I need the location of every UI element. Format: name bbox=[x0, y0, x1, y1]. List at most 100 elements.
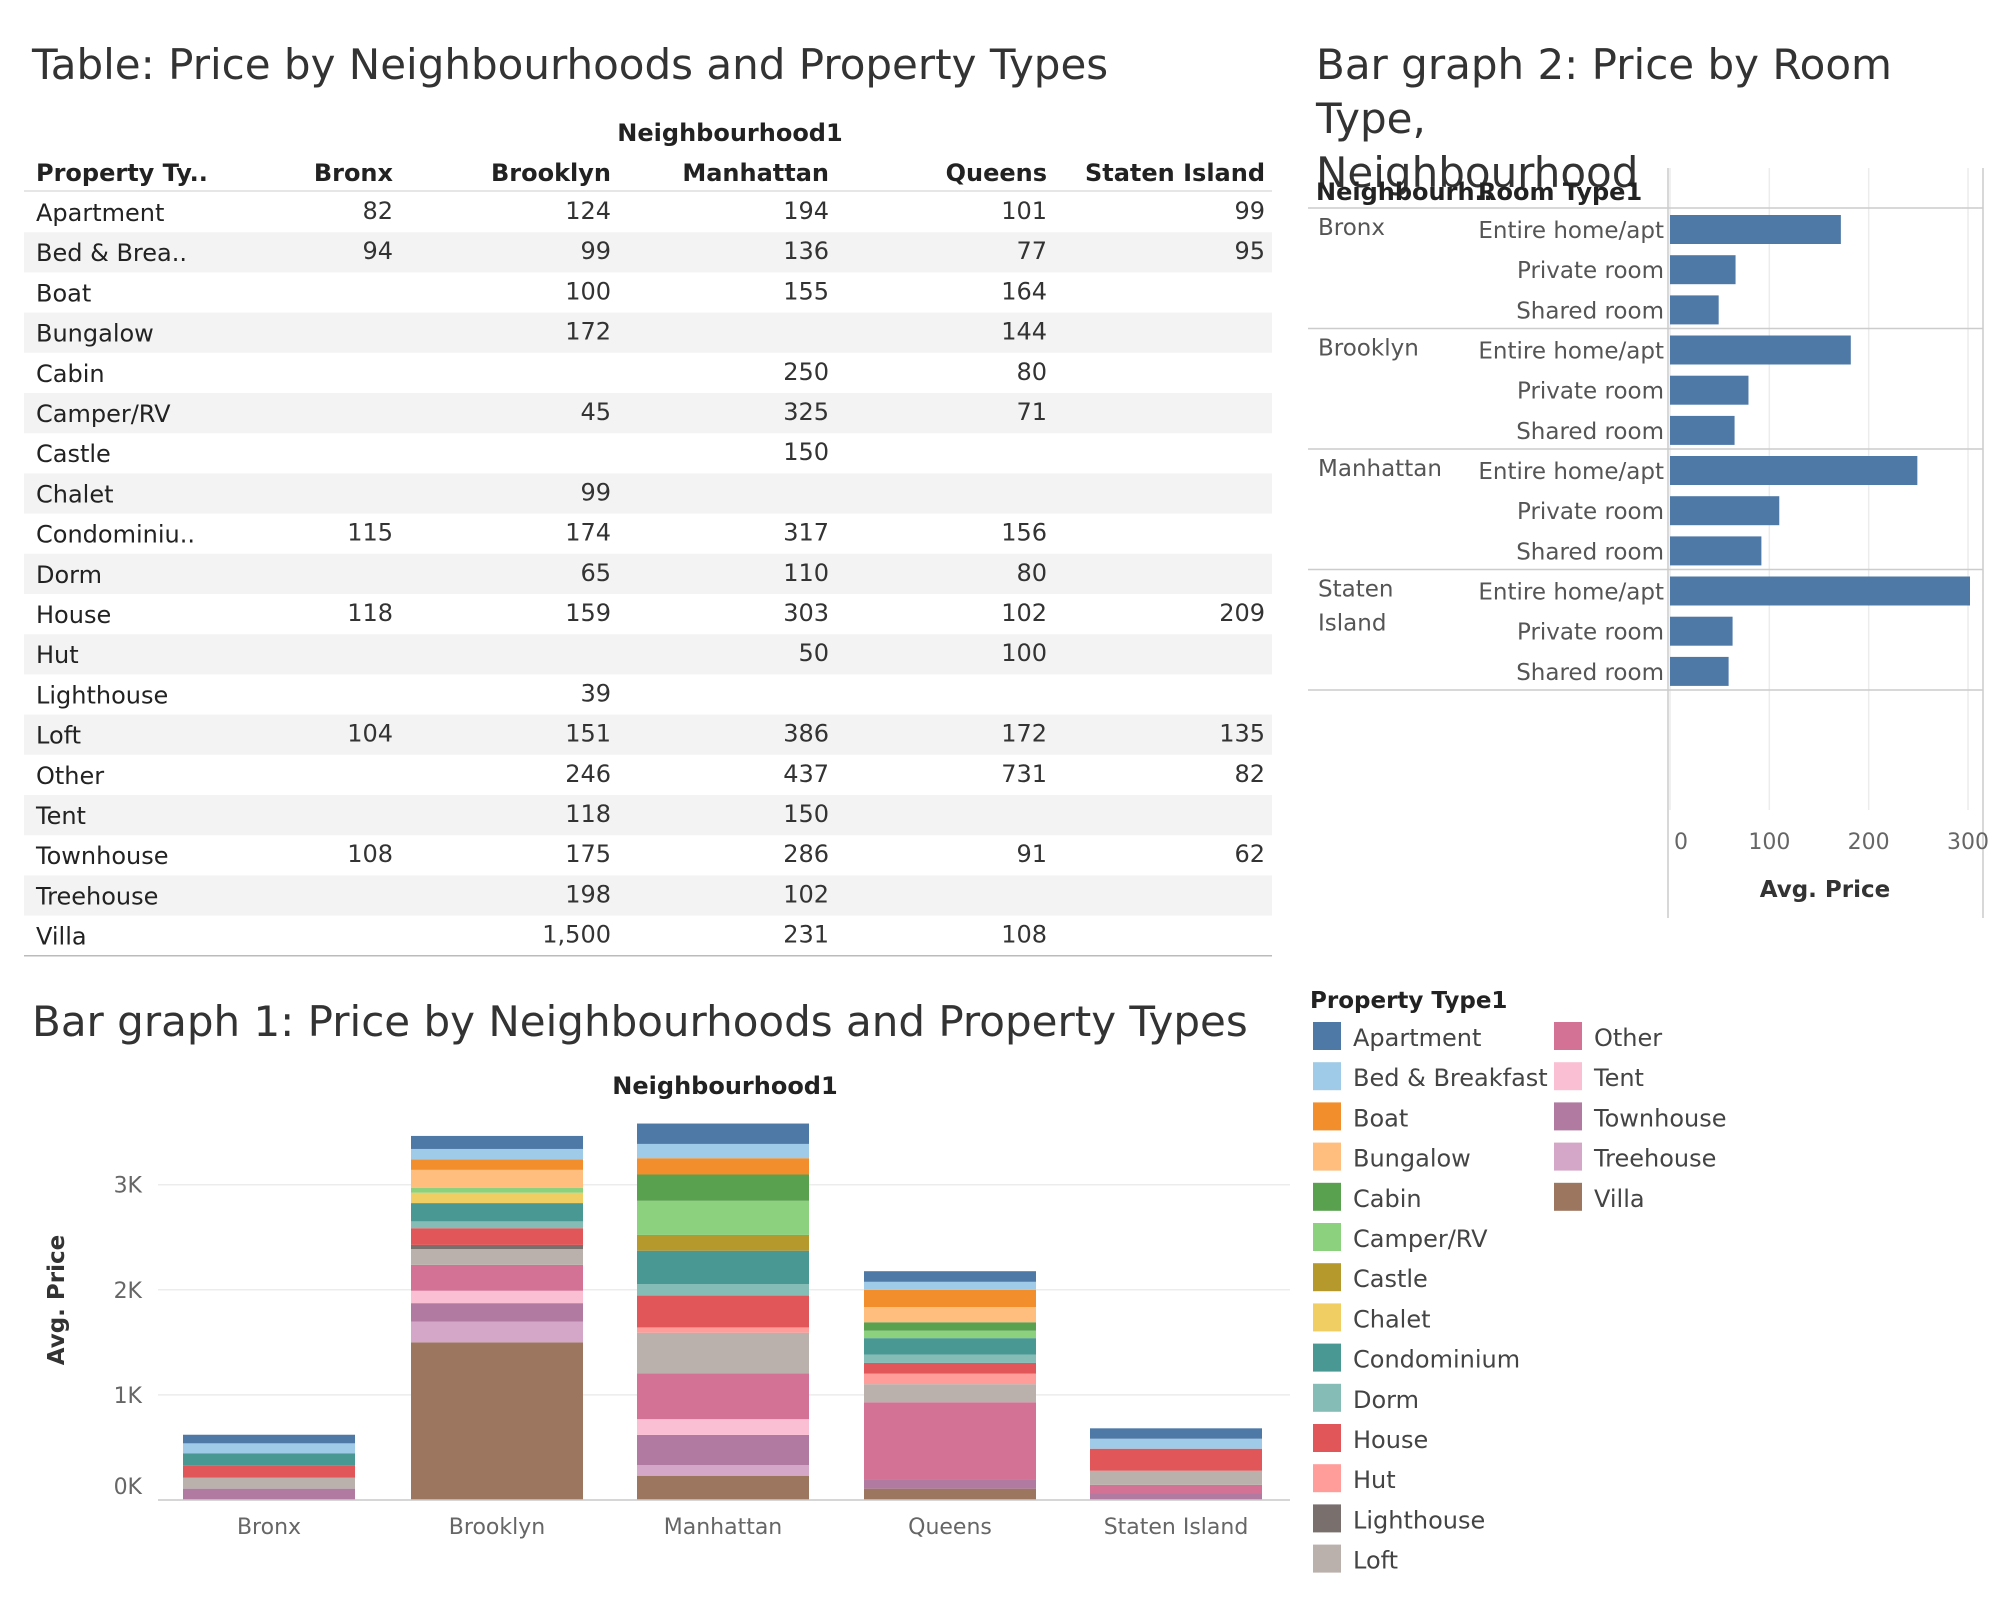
bar2-row-header-neighbourhood: Neighbourh.. bbox=[1316, 178, 1493, 206]
table-cell: 250 bbox=[783, 358, 829, 386]
table-cell: 317 bbox=[783, 519, 829, 547]
table-cell: 159 bbox=[565, 599, 611, 627]
bar1-segment bbox=[864, 1354, 1036, 1363]
legend-item-label: Cabin bbox=[1353, 1185, 1422, 1213]
room-type-bar-chart: Neighbourh..Room Type1 Bronx Entire home/a… bbox=[1308, 168, 1989, 918]
legend-swatch bbox=[1554, 1142, 1582, 1171]
bar1-segment bbox=[411, 1244, 583, 1250]
legend-swatch bbox=[1313, 1142, 1341, 1171]
bar1-y-tick-label: 3K bbox=[114, 1174, 143, 1199]
legend-item-label: Hut bbox=[1353, 1466, 1396, 1494]
legend-swatch bbox=[1313, 1383, 1341, 1412]
table-title: Table: Price by Neighbourhoods and Prope… bbox=[32, 40, 1109, 89]
table-row-label: Apartment bbox=[36, 199, 164, 227]
table-row-band bbox=[24, 714, 1272, 755]
legend-item-label: Other bbox=[1594, 1024, 1662, 1052]
table-row-label: Treehouse bbox=[35, 882, 158, 910]
table-row-band bbox=[24, 473, 1272, 514]
table-row-label: Condominiu.. bbox=[36, 521, 195, 549]
bar2-bar bbox=[1670, 295, 1719, 325]
legend-swatch bbox=[1554, 1062, 1582, 1091]
table-column-header: Brooklyn bbox=[491, 159, 611, 187]
property-type-stacked-bar-chart: Neighbourhood1 0K 1K 2K 3K Avg. Price Bronx Bro… bbox=[44, 1072, 1290, 1540]
legend-swatch bbox=[1313, 1223, 1341, 1251]
bar1-segment bbox=[1090, 1438, 1262, 1449]
bar1-segment bbox=[864, 1271, 1036, 1282]
bar1-segment bbox=[637, 1475, 809, 1500]
bar2-bar bbox=[1670, 255, 1736, 285]
bar1-segment bbox=[183, 1477, 355, 1489]
table-row-label: Bungalow bbox=[36, 320, 154, 348]
bar1-segment bbox=[411, 1135, 583, 1149]
table-cell: 124 bbox=[565, 197, 611, 225]
table-row-label: Bed & Brea.. bbox=[36, 239, 187, 267]
legend-item-label: Boat bbox=[1353, 1104, 1408, 1132]
legend-item-label: Townhouse bbox=[1593, 1104, 1726, 1132]
table-column-header: Bronx bbox=[314, 159, 394, 187]
bar2-x-tick-label: 100 bbox=[1748, 830, 1790, 855]
bar1-segment bbox=[411, 1342, 583, 1500]
table-cell: 101 bbox=[1001, 197, 1047, 225]
bar1-x-tick-label: Staten Island bbox=[1104, 1515, 1249, 1540]
bar-graph-1-title: Bar graph 1: Price by Neighbourhoods and… bbox=[32, 997, 1248, 1046]
bar1-segment bbox=[637, 1465, 809, 1476]
legend-swatch bbox=[1554, 1022, 1582, 1050]
legend-title: Property Type1 bbox=[1310, 988, 1507, 1014]
table-cell: 156 bbox=[1001, 519, 1047, 547]
bar1-segment bbox=[411, 1192, 583, 1204]
table-row-label: Castle bbox=[36, 440, 111, 468]
legend-item-label: Treehouse bbox=[1593, 1145, 1716, 1173]
table-cell: 135 bbox=[1219, 720, 1265, 748]
bar2-room-label: Entire home/apt bbox=[1478, 580, 1664, 606]
table-column-group-header: Neighbourhood1 bbox=[617, 119, 842, 147]
bar1-column-header: Neighbourhood1 bbox=[612, 1072, 837, 1100]
bar1-y-tick-label: 0K bbox=[114, 1475, 143, 1500]
table-cell: 65 bbox=[580, 559, 611, 587]
legend-swatch bbox=[1554, 1182, 1582, 1211]
bar1-segment bbox=[864, 1402, 1036, 1480]
bar2-bar bbox=[1670, 496, 1780, 526]
bar2-bar bbox=[1670, 456, 1918, 485]
table-cell: 150 bbox=[783, 438, 829, 466]
table-row-label: Boat bbox=[36, 279, 91, 307]
bar1-segment bbox=[411, 1203, 583, 1222]
bar1-segment bbox=[411, 1187, 583, 1193]
table-cell: 150 bbox=[783, 800, 829, 828]
table-cell: 100 bbox=[1001, 639, 1047, 667]
table-cell: 108 bbox=[1001, 921, 1047, 949]
table-cell: 115 bbox=[347, 519, 393, 547]
legend-swatch bbox=[1313, 1263, 1341, 1292]
table-cell: 62 bbox=[1234, 840, 1265, 868]
legend-item-label: Dorm bbox=[1353, 1386, 1419, 1414]
legend-item-label: Camper/RV bbox=[1353, 1225, 1488, 1253]
table-cell: 50 bbox=[798, 639, 829, 667]
legend-item-label: Castle bbox=[1353, 1265, 1428, 1293]
table-cell: 71 bbox=[1016, 398, 1047, 426]
bar1-segment bbox=[411, 1303, 583, 1322]
bar2-room-label: Entire home/apt bbox=[1478, 339, 1664, 365]
bar1-x-tick-label: Bronx bbox=[237, 1515, 301, 1540]
table-row-band bbox=[24, 312, 1272, 353]
legend-item-label: Villa bbox=[1594, 1185, 1645, 1213]
legend-swatch bbox=[1313, 1343, 1341, 1372]
table-cell: 118 bbox=[565, 800, 611, 828]
bar1-segment bbox=[637, 1143, 809, 1159]
table-cell: 39 bbox=[580, 679, 611, 707]
table-cell: 104 bbox=[347, 720, 393, 748]
table-row-band bbox=[24, 553, 1272, 594]
bar-graph-2-title-line2: Neighbourhood bbox=[1316, 148, 1639, 197]
bar1-segment bbox=[411, 1148, 583, 1160]
table-row-band bbox=[24, 232, 1272, 273]
bar2-room-label: Shared room bbox=[1516, 419, 1664, 445]
bar1-segment bbox=[864, 1384, 1036, 1403]
table-cell: 100 bbox=[565, 277, 611, 305]
legend-swatch bbox=[1313, 1303, 1341, 1332]
table-cell: 82 bbox=[362, 197, 393, 225]
bar1-segment bbox=[637, 1158, 809, 1175]
legend-swatch bbox=[1554, 1102, 1582, 1131]
bar1-segment bbox=[183, 1488, 355, 1500]
table-row-label: Chalet bbox=[36, 480, 114, 508]
bar2-room-label: Shared room bbox=[1516, 660, 1664, 686]
bar2-x-tick-label: 200 bbox=[1848, 830, 1890, 855]
bar1-x-tick-label: Manhattan bbox=[664, 1515, 783, 1540]
